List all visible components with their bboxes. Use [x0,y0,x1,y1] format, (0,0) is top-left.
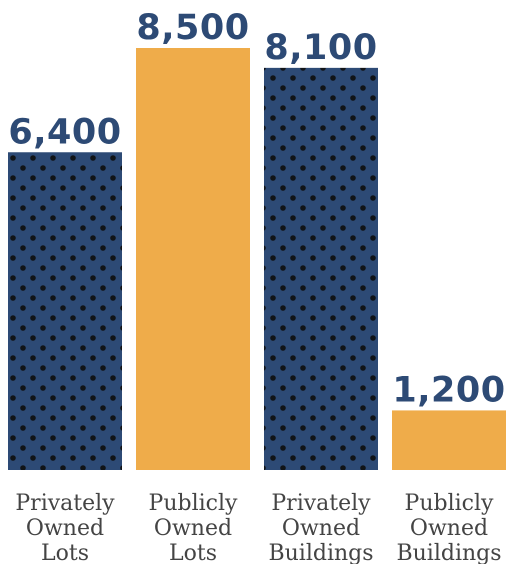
category-label-line: Lots [41,541,89,564]
category-label: Privately Owned Lots [15,491,115,564]
category-label-line: Owned [282,516,360,541]
bar [392,410,506,470]
category-label-line: Privately [15,491,115,516]
category-label-line: Privately [271,491,371,516]
category-label-line: Buildings [396,541,501,564]
bar [136,48,250,470]
category-label: Privately Owned Buildings [268,491,373,564]
category-label-line: Buildings [268,541,373,564]
category-label: Publicly Owned Lots [149,491,238,564]
value-label: 8,500 [136,8,249,48]
category-label-line: Owned [154,516,232,541]
category-label: Publicly Owned Buildings [396,491,501,564]
category-label-line: Owned [26,516,104,541]
value-label: 8,100 [264,28,377,68]
category-label-line: Owned [410,516,488,541]
category-label-line: Lots [169,541,217,564]
bar [264,67,378,470]
bar [8,152,122,470]
value-label: 1,200 [392,370,505,410]
value-labels-group: 6,400 8,500 8,100 1,200 [8,8,505,410]
category-label-line: Publicly [149,491,238,516]
value-label: 6,400 [8,112,121,152]
bars-group [8,48,506,470]
category-label-line: Publicly [405,491,494,516]
